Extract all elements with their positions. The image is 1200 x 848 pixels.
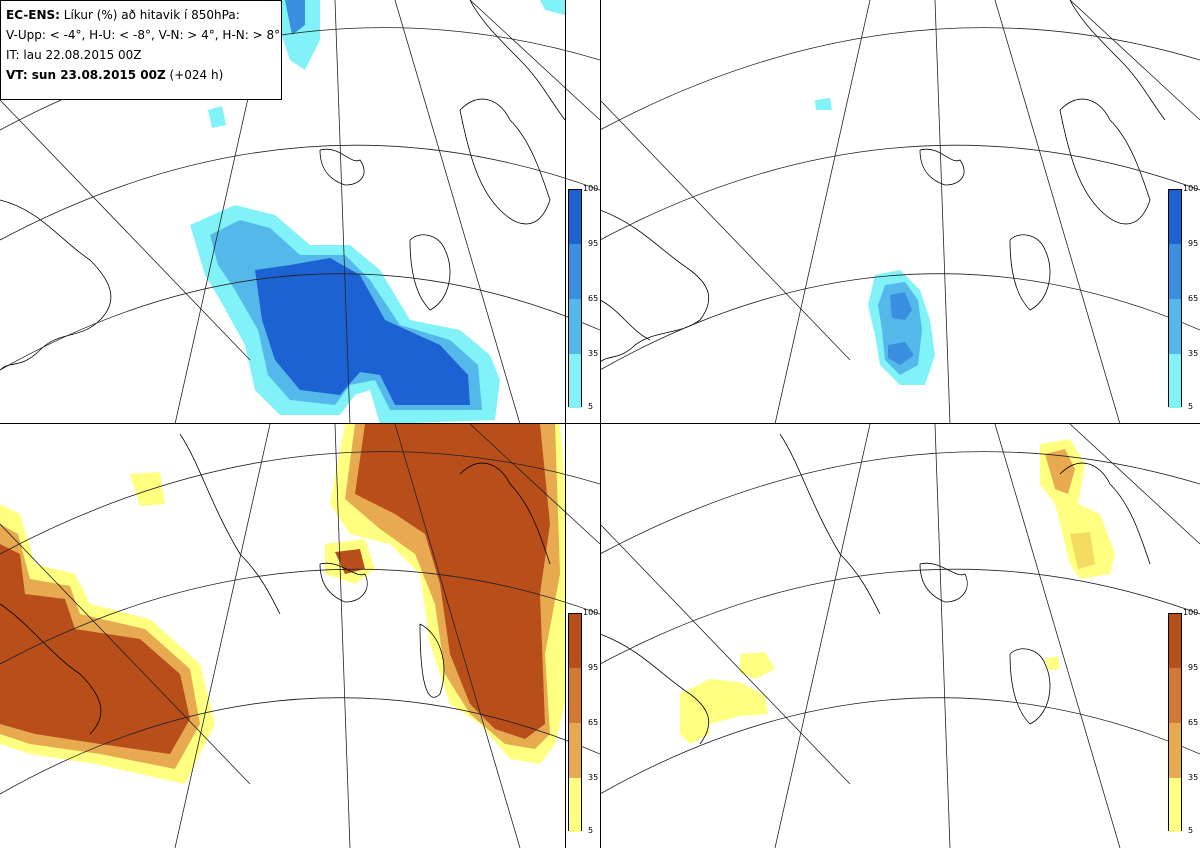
map-panel-cold-strong: 100 95 65 35 5 xyxy=(600,0,1200,424)
map-panel-warm-strong: 100 95 65 35 5 xyxy=(600,424,1200,848)
prob-5-sw3 xyxy=(680,712,710,744)
legend-init-time: IT: lau 22.08.2015 00Z xyxy=(6,48,142,62)
prob-65-north xyxy=(285,0,305,35)
prob-5-e xyxy=(1045,656,1060,670)
coastlines xyxy=(0,433,551,735)
legend-valid-rest: (+024 h) xyxy=(165,68,224,82)
colorbar-seg xyxy=(1169,778,1181,832)
colorbar-tick: 35 xyxy=(588,349,599,358)
coastlines xyxy=(600,433,1151,745)
panel-divider xyxy=(600,0,601,848)
colorbar-tick: 35 xyxy=(1188,349,1199,358)
legend-valid-bold: VT: sun 23.08.2015 00Z xyxy=(6,68,166,82)
colorbar-seg xyxy=(569,723,581,778)
colorbar-tick: 65 xyxy=(588,294,599,303)
colorbar-seg xyxy=(569,614,581,668)
colorbar-warm xyxy=(568,613,582,832)
prob-5-nw xyxy=(208,106,226,128)
map-panel-cold-moderate: EC-ENS: Líkur (%) að hitavik í 850hPa: V… xyxy=(0,0,600,424)
colorbar-seg xyxy=(1169,190,1181,244)
colorbar-tick: 5 xyxy=(1188,826,1194,835)
colorbar-tick: 95 xyxy=(1188,239,1199,248)
map-canvas xyxy=(600,0,1200,424)
legend-title-bold: EC-ENS: xyxy=(6,8,60,22)
graticule xyxy=(600,424,1200,848)
colorbar-tick: 5 xyxy=(588,402,594,411)
colorbar-tick: 100 xyxy=(1183,608,1199,617)
colorbar-tick: 95 xyxy=(1188,663,1199,672)
colorbar-seg xyxy=(1169,723,1181,778)
colorbar-tick: 5 xyxy=(588,826,594,835)
map-canvas xyxy=(0,424,600,848)
prob-5-sw2 xyxy=(740,652,775,679)
colorbar-tick: 35 xyxy=(1188,773,1199,782)
prob-65 xyxy=(890,292,912,320)
colorbar-warm xyxy=(1168,613,1182,832)
colorbar-seg xyxy=(1169,299,1181,354)
legend-thresholds: V-Upp: < -4°, H-U: < -8°, V-N: > 4°, H-N… xyxy=(6,28,281,42)
probability-field xyxy=(815,98,935,385)
colorbar-seg xyxy=(1169,354,1181,408)
legend-valid-time: VT: sun 23.08.2015 00Z (+024 h) xyxy=(6,65,281,85)
map-canvas xyxy=(0,0,600,424)
colorbar-seg xyxy=(569,244,581,299)
prob-5-north xyxy=(815,98,832,110)
colorbar-cold xyxy=(1168,189,1182,408)
graticule xyxy=(0,424,600,848)
probability-field xyxy=(680,439,1115,744)
colorbar-seg xyxy=(569,190,581,244)
colorbar-tick: 100 xyxy=(583,608,599,617)
colorbar-seg xyxy=(569,354,581,408)
coastlines xyxy=(0,0,566,371)
prob-95-ne xyxy=(355,424,550,739)
prob-95-small xyxy=(335,549,365,574)
colorbar-seg xyxy=(1169,614,1181,668)
prob-95 xyxy=(0,544,190,754)
colorbar-tick: 65 xyxy=(588,718,599,727)
prob-65-south xyxy=(888,342,914,365)
colorbar-seg xyxy=(569,778,581,832)
colorbar-tick: 65 xyxy=(1188,718,1199,727)
colorbar-tick: 95 xyxy=(588,663,599,672)
map-canvas xyxy=(600,424,1200,848)
colorbar-seg xyxy=(569,668,581,723)
legend-title: EC-ENS: Líkur (%) að hitavik í 850hPa: xyxy=(6,5,281,25)
probability-field xyxy=(0,424,565,784)
colorbar-tick: 5 xyxy=(1188,402,1194,411)
map-panel-warm-moderate: 100 95 65 35 5 xyxy=(0,424,600,848)
legend-title-rest: Líkur (%) að hitavik í 850hPa: xyxy=(59,8,240,22)
prob-5-nw xyxy=(130,472,165,506)
colorbar-tick: 100 xyxy=(1183,184,1199,193)
prob-65 xyxy=(1045,449,1075,494)
colorbar-seg xyxy=(569,299,581,354)
coastlines xyxy=(600,0,1166,363)
panel-divider xyxy=(0,423,1200,424)
panel-divider xyxy=(565,0,566,848)
colorbar-seg xyxy=(1169,668,1181,723)
colorbar-tick: 35 xyxy=(588,773,599,782)
colorbar-seg xyxy=(1169,244,1181,299)
prob-5-ne xyxy=(540,0,565,15)
graticule xyxy=(600,0,1200,424)
prob-35 xyxy=(1070,532,1095,569)
colorbar-tick: 95 xyxy=(588,239,599,248)
legend-box: EC-ENS: Líkur (%) að hitavik í 850hPa: V… xyxy=(0,0,282,100)
prob-95 xyxy=(255,258,470,405)
colorbar-cold xyxy=(568,189,582,408)
colorbar-tick: 100 xyxy=(583,184,599,193)
probability-field xyxy=(190,0,565,424)
colorbar-tick: 65 xyxy=(1188,294,1199,303)
